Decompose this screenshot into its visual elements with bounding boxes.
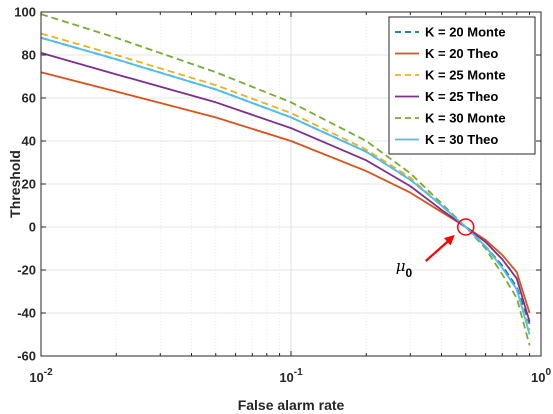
- mu0-annotation: μ0: [396, 218, 475, 280]
- mu0-label: μ0: [396, 257, 413, 280]
- legend-box: [388, 16, 536, 155]
- legend-label-5: K = 30 Monte: [425, 111, 506, 126]
- mu0-arrow-shaft: [425, 237, 453, 262]
- y-tick-label: 80: [22, 48, 36, 63]
- legend-label-3: K = 25 Monte: [425, 68, 506, 83]
- x-axis-title: False alarm rate: [238, 397, 345, 413]
- axis-ticks: [40, 11, 542, 357]
- series-line-2: [40, 71, 531, 314]
- y-tick-label: 60: [22, 91, 36, 106]
- legend-label-2: K = 20 Theo: [425, 46, 498, 61]
- legend-label-6: K = 30 Theo: [425, 132, 498, 147]
- y-tick-label: 20: [22, 177, 36, 192]
- mu0-arrow-head: [443, 235, 455, 246]
- x-tick-label: 10-2: [29, 367, 53, 385]
- series-line-6: [40, 36, 531, 335]
- y-tick-label: 40: [22, 134, 36, 149]
- legend: K = 20 Monte K = 20 Theo K = 25 Monte K = 2…: [388, 16, 536, 155]
- tick-labels: -60 -40 -20 0 20 40 60 80 100 10-2 10-1 100: [14, 5, 551, 386]
- y-tick-label: 100: [14, 5, 36, 20]
- y-tick-label: -40: [17, 306, 36, 321]
- series-layer: [40, 13, 531, 346]
- mu0-marker-circle: [456, 218, 475, 236]
- y-tick-label: -20: [17, 263, 36, 278]
- legend-label-4: K = 25 Theo: [425, 89, 498, 104]
- series-line-5: [40, 13, 531, 346]
- x-tick-label: 100: [531, 367, 551, 385]
- x-tick-label: 10-1: [279, 367, 303, 385]
- y-axis-title: Threshold: [7, 150, 23, 218]
- y-tick-label: 0: [29, 220, 36, 235]
- legend-label-1: K = 20 Monte: [425, 25, 506, 40]
- y-tick-label: -60: [17, 349, 36, 364]
- series-line-4: [40, 51, 531, 322]
